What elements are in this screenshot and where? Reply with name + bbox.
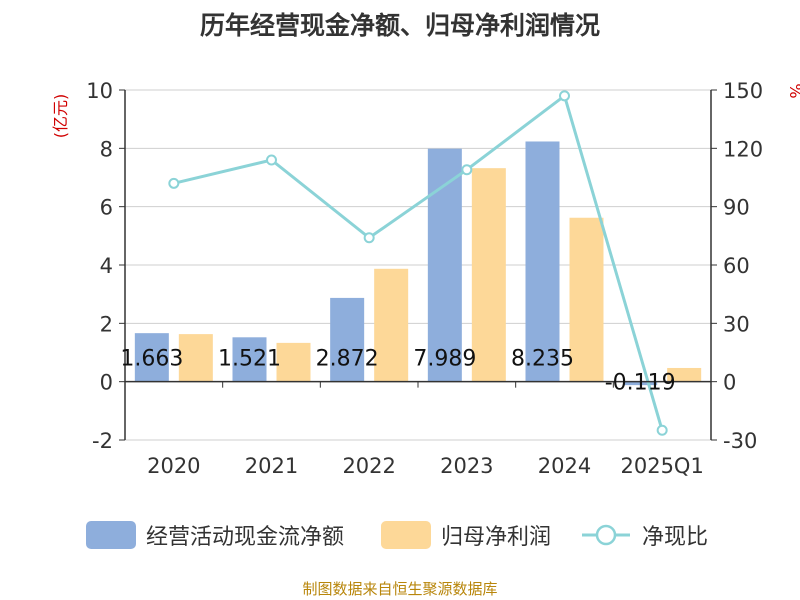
left-axis-tick-label: 6 — [100, 196, 113, 220]
right-axis-tick-label: 90 — [723, 196, 750, 220]
bar-cashflow-2021 — [232, 337, 267, 382]
right-axis-tick-label: 0 — [723, 371, 736, 395]
bar-profit-2024 — [569, 217, 604, 382]
ratio-point-2020 — [168, 177, 180, 189]
ratio-point-2024 — [559, 90, 570, 102]
legend-item-profit[interactable]: 归母净利润 — [381, 519, 551, 551]
ratio-point-2021 — [266, 154, 277, 166]
bar-cashflow-2020 — [134, 333, 169, 382]
x-axis-tick-label: 2022 — [342, 454, 395, 478]
data-label-cashflow-2023: 7.989 — [413, 347, 476, 372]
right-axis-tick-label: 150 — [723, 79, 763, 103]
legend-label-cashflow: 经营活动现金流净额 — [146, 525, 345, 550]
x-axis-tick-label: 2024 — [538, 454, 591, 478]
legend-swatch-profit — [381, 521, 431, 549]
left-axis-tick-label: 4 — [100, 254, 113, 278]
right-axis-tick-label: 120 — [723, 137, 763, 161]
x-axis-tick-label: 2023 — [440, 454, 493, 478]
left-axis-tick-label: 2 — [100, 312, 113, 336]
bar-profit-2025Q1 — [667, 367, 702, 382]
legend-swatch-cashflow — [86, 521, 136, 549]
bar-cashflow-2024 — [525, 141, 560, 382]
chart-title: 历年经营现金净额、归母净利润情况 — [199, 11, 600, 40]
left-axis-tick-label: -2 — [92, 429, 113, 453]
right-axis-tick-label: 30 — [723, 312, 750, 336]
left-axis-tick-label: 10 — [86, 79, 113, 103]
legend-line-marker-icon — [582, 524, 630, 546]
data-label-cashflow-2021: 1.521 — [218, 347, 281, 372]
right-axis-tick-label: -30 — [723, 429, 757, 453]
source-note: 制图数据来自恒生聚源数据库 — [302, 580, 498, 598]
bar-series — [134, 141, 702, 386]
data-label-cashflow-2024: 8.235 — [511, 347, 574, 372]
bar-profit-2023 — [471, 168, 506, 382]
bar-profit-2021 — [276, 342, 311, 382]
bar-cashflow-2023 — [427, 148, 462, 382]
bar-profit-2022 — [374, 268, 409, 382]
bar-cashflow-2022 — [330, 297, 365, 382]
right-axis-title: % — [786, 83, 800, 98]
x-axis-tick-label: 2020 — [147, 454, 200, 478]
data-label-cashflow-2022: 2.872 — [316, 347, 379, 372]
ratio-point-2023 — [461, 164, 473, 176]
bar-cashflow-2025Q1 — [623, 381, 658, 386]
right-axis-tick-label: 60 — [723, 254, 750, 278]
axes: -2 0 2 4 6 8 10 -30 0 30 60 90 120 150 2020 2021 2022 202… — [51, 79, 800, 478]
bar-profit-2020 — [178, 334, 213, 382]
legend-item-ratio[interactable]: 净现比 — [580, 519, 708, 551]
x-axis-tick-label: 2025Q1 — [620, 454, 703, 478]
legend-label-ratio: 净现比 — [642, 525, 709, 550]
ratio-point-2022 — [363, 232, 375, 244]
data-labels: 1.663 1.521 2.872 7.989 8.235 -0.119 — [120, 347, 675, 396]
line-series — [168, 90, 668, 436]
legend-label-profit: 归母净利润 — [441, 525, 552, 550]
left-axis-title: (亿元) — [51, 94, 70, 139]
ratio-point-2025Q1 — [656, 424, 668, 436]
left-axis-tick-label: 8 — [100, 137, 113, 161]
data-label-cashflow-2025Q1: -0.119 — [605, 371, 676, 396]
left-axis-tick-label: 0 — [100, 371, 113, 395]
data-label-cashflow-2020: 1.663 — [120, 347, 183, 372]
ratio-line — [173, 93, 664, 431]
x-axis-tick-label: 2021 — [245, 454, 298, 478]
legend-item-cashflow[interactable]: 经营活动现金流净额 — [86, 519, 344, 551]
